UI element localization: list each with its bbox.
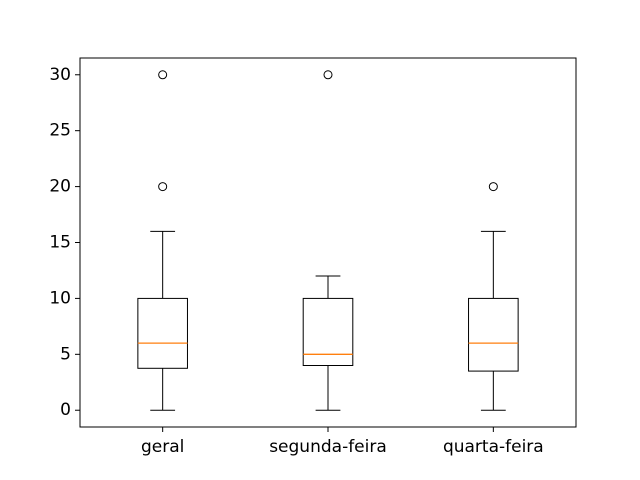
- y-tick-label: 15: [49, 233, 71, 253]
- y-axis: 0 5 10 15 20 25 30: [49, 65, 80, 420]
- y-tick-label: 20: [49, 177, 71, 197]
- outlier-point: [323, 70, 333, 80]
- box-segunda-feira: [302, 70, 354, 411]
- outlier-point: [488, 182, 498, 192]
- boxes: [137, 70, 519, 411]
- x-tick-label: segunda-feira: [269, 437, 387, 457]
- outlier-point: [158, 182, 168, 192]
- box-quarta-feira: [468, 182, 519, 411]
- box-iqr: [137, 297, 188, 369]
- box-geral: [137, 70, 188, 411]
- y-tick-label: 30: [49, 65, 71, 85]
- y-tick-label: 25: [49, 121, 71, 141]
- y-tick-label: 5: [60, 344, 71, 364]
- y-tick-label: 0: [60, 400, 71, 420]
- y-tick-label: 10: [49, 288, 71, 308]
- x-tick-label: geral: [141, 437, 184, 457]
- x-tick-label: quarta-feira: [443, 437, 544, 457]
- box-iqr: [302, 297, 354, 366]
- x-axis: geral segunda-feira quarta-feira: [141, 427, 544, 457]
- outlier-point: [158, 70, 168, 80]
- box-iqr: [468, 297, 519, 372]
